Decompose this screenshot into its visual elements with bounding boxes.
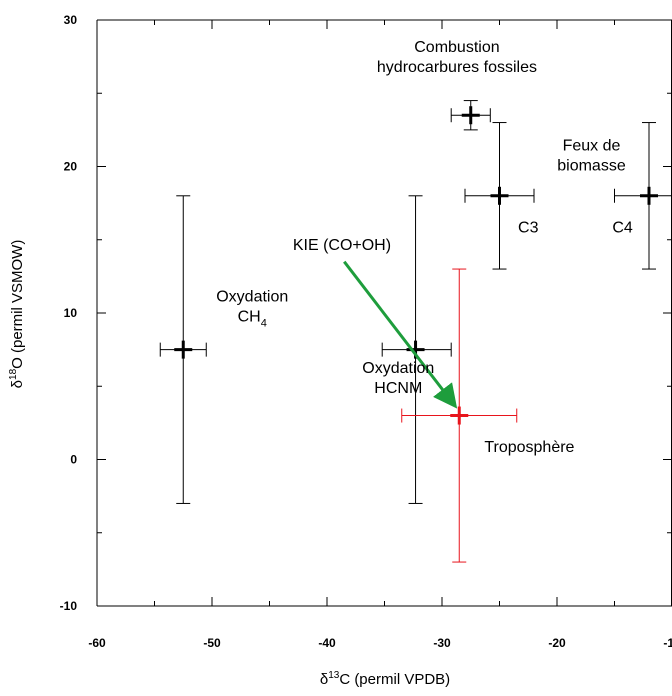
data-point: [401, 268, 518, 563]
x-axis-title: δ13C (permil VPDB): [320, 670, 450, 688]
annotation-c4: C4: [612, 219, 633, 236]
data-point: [159, 195, 207, 504]
x-tick-label: -10: [663, 636, 672, 650]
annotation-combustion: Combustion hydrocarbures fossiles: [377, 39, 537, 76]
annotation-oxydation-ch4: Oxydation CH4: [216, 288, 288, 329]
data-point: [450, 100, 491, 131]
x-tick-label: -30: [433, 636, 451, 650]
kie-arrow: [343, 260, 458, 409]
y-tick-label: -10: [60, 599, 78, 613]
annotation-troposphere: Troposphère: [484, 439, 574, 456]
y-tick-label: 30: [64, 13, 78, 27]
y-axis-title: δ18O (permil VSMOW): [8, 240, 26, 389]
data-point: [381, 195, 452, 504]
annotation-oxydation-hcnm: Oxydation HCNM: [362, 360, 434, 397]
x-tick-label: -60: [88, 636, 106, 650]
x-tick-label: -20: [548, 636, 566, 650]
x-tick-label: -50: [203, 636, 221, 650]
annotation-feux: Feux de biomasse: [557, 137, 626, 174]
x-tick-label: -40: [318, 636, 336, 650]
data-point: [464, 122, 535, 270]
data-point: [614, 122, 672, 270]
data-points: [159, 100, 672, 563]
annotation-kie: KIE (CO+OH): [293, 237, 391, 254]
annotation-c3: C3: [518, 219, 539, 236]
y-tick-label: 0: [70, 453, 77, 467]
axis-ticks: -60 -50 -40 -30 -20 -10 30 20 10 0 -10: [60, 13, 672, 650]
y-tick-label: 10: [64, 306, 78, 320]
annotations: Oxydation CH4 Oxydation HCNM Combustion hydro…: [216, 39, 633, 456]
y-tick-label: 20: [64, 160, 78, 174]
